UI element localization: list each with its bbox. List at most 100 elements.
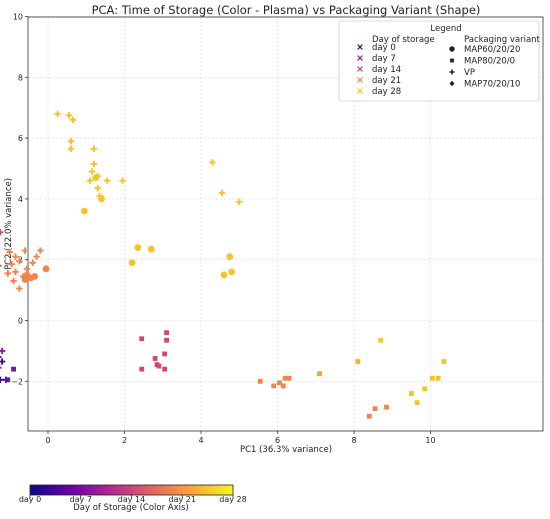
data-point (152, 356, 158, 361)
legend-days-heading: Day of storage (372, 35, 435, 45)
plot-area (27, 16, 544, 432)
legend-variant-label: MAP60/20/20 (464, 45, 520, 55)
legend-variant-marker (449, 46, 455, 52)
data-point (12, 268, 19, 276)
data-point (134, 244, 142, 251)
data-point (139, 336, 145, 342)
legend-variant-label: MAP80/20/0 (464, 57, 515, 67)
x-axis-label: PC1 (36.3% variance) (240, 445, 332, 455)
colorbar-ticks: day 0 day 7 day 14 day 21 day 28 (19, 495, 247, 504)
data-point (92, 174, 100, 182)
data-point (98, 195, 105, 203)
data-point (355, 359, 361, 364)
legend-day-marker (357, 77, 363, 83)
data-point (86, 177, 94, 184)
data-point (277, 380, 282, 386)
data-point (164, 330, 169, 336)
data-point (408, 391, 414, 396)
data-point (23, 271, 31, 279)
y-tick-label: −2 (11, 377, 23, 386)
data-point (441, 359, 447, 364)
x-tick-label: 4 (198, 436, 203, 445)
legend-day-marker (357, 55, 363, 61)
colorbar-tick-label: day 28 (219, 495, 246, 504)
data-point (147, 245, 155, 253)
colorbar-tick-label: day 14 (118, 495, 145, 504)
data-point (67, 137, 75, 145)
data-point (21, 247, 29, 254)
data-point (128, 259, 136, 267)
data-point (271, 383, 277, 389)
data-point (0, 358, 6, 365)
data-point (282, 375, 288, 381)
data-point (65, 112, 73, 119)
legend-day-label: day 0 (372, 43, 396, 53)
data-point (69, 116, 77, 124)
data-point (228, 268, 236, 276)
legend-variant-entries: MAP60/20/20 MAP80/20/0VP MAP70/20/10 (449, 45, 520, 90)
data-point (280, 383, 286, 389)
legend-day-label: day 14 (372, 65, 401, 75)
data-point (220, 271, 228, 279)
colorbar-gradient (29, 484, 234, 496)
y-tick-label: 4 (18, 195, 23, 204)
data-point (6, 248, 13, 256)
data-point (11, 366, 16, 372)
data-point (104, 177, 111, 184)
legend-variant-marker (449, 80, 455, 87)
data-point (430, 375, 435, 381)
data-point (0, 229, 4, 236)
data-point (218, 189, 226, 197)
data-point (0, 356, 2, 358)
data-point (384, 404, 389, 410)
data-point (37, 247, 44, 254)
legend-title: Legend (430, 24, 461, 34)
data-point (162, 351, 168, 357)
data-point (162, 366, 168, 372)
legend: Legend Day of storage Packaging variant … (338, 20, 541, 102)
chart-title: PCA: Time of Storage (Color - Plasma) vs… (92, 3, 481, 17)
data-point (23, 265, 31, 273)
data-point (317, 371, 322, 377)
data-point (0, 347, 6, 355)
data-point (42, 265, 50, 273)
data-point (257, 378, 263, 384)
data-point (156, 363, 162, 369)
data-point (16, 285, 23, 292)
data-point (422, 386, 428, 392)
data-point (94, 185, 101, 192)
data-point (12, 253, 19, 260)
colorbar-tick-label: day 0 (19, 495, 41, 504)
y-axis-ticks: −2 0 2 4 6 8 10 (11, 13, 28, 386)
data-point (0, 366, 2, 369)
data-point (372, 406, 378, 412)
legend-day-marker (357, 44, 363, 50)
y-tick-label: 6 (18, 134, 23, 143)
legend-day-label: day 28 (372, 87, 401, 97)
data-point (286, 375, 292, 381)
data-point (119, 177, 126, 184)
x-tick-label: 6 (275, 436, 280, 445)
data-point (67, 145, 75, 152)
colorbar-tick-label: day 21 (169, 495, 196, 504)
data-point (0, 264, 2, 267)
x-tick-label: 0 (45, 436, 50, 445)
data-point (16, 258, 23, 265)
y-tick-label: 0 (18, 317, 23, 326)
legend-variant-label: MAP70/20/10 (464, 80, 520, 90)
colorbar-label: Day of Storage (Color Axis) (73, 503, 189, 513)
data-point (378, 337, 384, 343)
legend-variant-marker (449, 69, 455, 75)
legend-box (338, 20, 540, 102)
colorbar-tick-label: day 7 (70, 495, 92, 504)
data-point (29, 259, 36, 266)
data-point (236, 198, 243, 206)
data-point (90, 160, 98, 168)
legend-variant-label: VP (464, 68, 475, 78)
data-point (5, 377, 11, 383)
data-point (90, 145, 98, 152)
